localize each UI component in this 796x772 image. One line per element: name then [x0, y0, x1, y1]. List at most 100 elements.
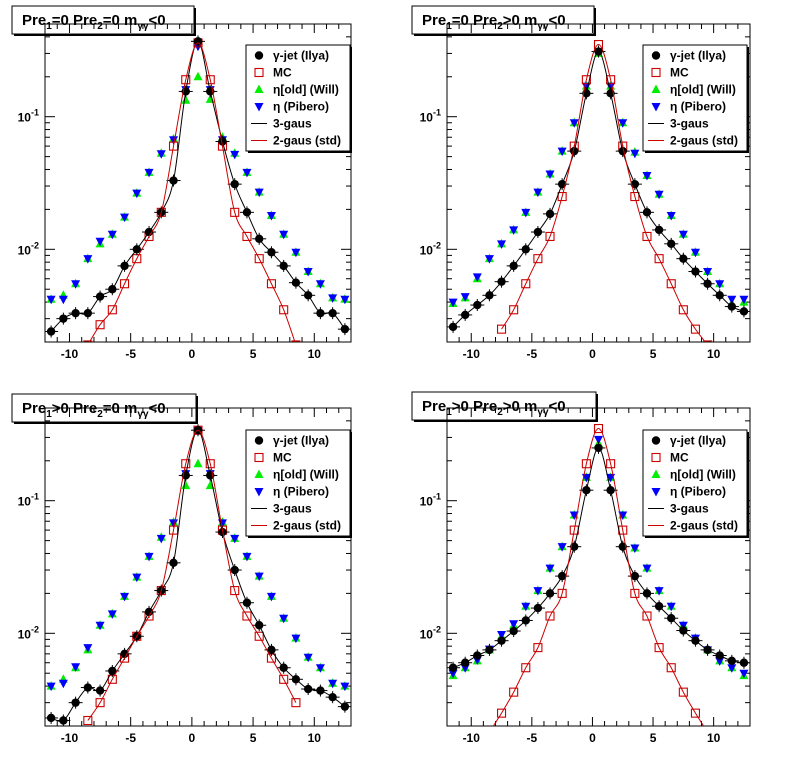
data-point [328, 679, 338, 689]
data-point [169, 136, 179, 145]
legend-entry-mc: MC [254, 451, 292, 465]
data-point [340, 682, 350, 692]
legend-label: MC [670, 66, 689, 80]
legend-entry-pibero: η (Pibero) [254, 485, 329, 499]
data-point [533, 587, 543, 596]
data-point [496, 708, 507, 718]
data-point [315, 664, 325, 673]
panel-2: Pre1=0 Pre2>0 mγγ<0 -10 -5 0 5 10 10-2 10-1 γ-je… [411, 5, 751, 361]
data-point [132, 189, 142, 199]
data-point [168, 141, 179, 151]
x-tick-label: -10 [463, 347, 481, 361]
legend-label: γ-jet (Ilya) [273, 49, 329, 63]
data-point [120, 279, 130, 289]
title-part-6: <0 [549, 398, 566, 415]
data-point [485, 728, 493, 736]
data-point [654, 587, 664, 596]
data-point [254, 188, 264, 198]
x-tick-label: -5 [125, 731, 136, 745]
legend-label: 3-gaus [670, 502, 709, 516]
data-point [46, 682, 56, 692]
data-point [727, 295, 737, 305]
data-point [107, 305, 117, 315]
legend-entry-3-gaus: 3-gaus [251, 502, 312, 516]
legend-entry-pibero: η (Pibero) [254, 100, 329, 114]
data-point [242, 552, 252, 562]
data-point [266, 211, 276, 221]
data-point [533, 643, 543, 653]
data-point [315, 280, 325, 289]
data-point [156, 150, 166, 159]
data-point [533, 254, 543, 264]
x-tick-label: 0 [189, 731, 196, 745]
fit-3-gaus [452, 447, 745, 669]
title-part-2: >0 Pre [452, 398, 497, 415]
legend-marker [651, 103, 661, 112]
x-tick-label: -5 [527, 347, 538, 361]
data-point [545, 564, 555, 574]
data-point [193, 71, 203, 81]
legend-label: η (Pibero) [273, 100, 329, 114]
data-point [181, 459, 191, 469]
data-point [666, 211, 676, 221]
x-tick-label: 5 [650, 731, 657, 745]
data-point [279, 230, 289, 240]
data-point [46, 295, 56, 305]
data-point [545, 231, 555, 242]
legend-marker [254, 436, 264, 445]
legend-marker [651, 488, 661, 497]
data-point [496, 324, 507, 334]
data-point [678, 230, 688, 240]
data-point [181, 75, 191, 85]
legend-marker [254, 51, 264, 60]
data-point [593, 423, 604, 434]
data-point [279, 674, 289, 684]
y-tick-label: 10-2 [18, 240, 39, 257]
data-point [642, 231, 652, 242]
legend-label: MC [670, 451, 689, 465]
legend-marker [651, 51, 661, 60]
data-point [642, 564, 652, 574]
data-point [581, 75, 591, 85]
legend-label: 2-gaus (std) [273, 519, 341, 533]
panel-title: Pre1>0 Pre2=0 mγγ<0 [11, 393, 198, 424]
legend-label: 3-gaus [670, 117, 709, 131]
data-point [678, 305, 688, 315]
data-point [120, 213, 130, 223]
x-tick-label: -10 [61, 731, 79, 745]
data-point [58, 679, 68, 689]
title-part-4: >0 m [503, 12, 538, 29]
legend-label: 2-gaus (std) [273, 134, 341, 148]
legend-entry-2-gaus-std: 2-gaus (std) [251, 134, 341, 148]
fit-2-gaus-std [88, 42, 296, 342]
data-point [169, 519, 179, 528]
data-point [642, 172, 652, 181]
panel-4: Pre1>0 Pre2>0 mγγ<0 -10 -5 0 5 10 10-2 10-1 γ-je… [411, 391, 751, 745]
data-point [120, 592, 130, 602]
data-point [71, 280, 81, 289]
legend-label: 2-gaus (std) [670, 519, 738, 533]
legend-entry-2-gaus-std: 2-gaus (std) [648, 519, 738, 533]
legend-marker [651, 67, 661, 78]
x-tick-label: 10 [308, 347, 322, 361]
data-point [230, 586, 240, 596]
data-point [521, 208, 531, 218]
data-point [666, 663, 676, 673]
x-tick-label: 10 [707, 347, 721, 361]
data-point [144, 552, 154, 562]
y-tick-label: 10-1 [420, 108, 441, 125]
legend-label: η (Pibero) [273, 485, 329, 499]
data-point [739, 295, 749, 305]
data-point [107, 610, 117, 619]
data-point [144, 168, 154, 178]
title-part-4: >0 m [503, 398, 538, 415]
data-point [509, 226, 519, 235]
x-tick-label: 0 [589, 731, 596, 745]
legend-marker [254, 67, 264, 78]
data-point [497, 240, 507, 249]
x-tick-label: 5 [250, 731, 257, 745]
y-tick-label: 10-1 [18, 108, 39, 125]
data-point [291, 340, 301, 342]
data-point [618, 511, 628, 521]
data-point [690, 324, 701, 334]
